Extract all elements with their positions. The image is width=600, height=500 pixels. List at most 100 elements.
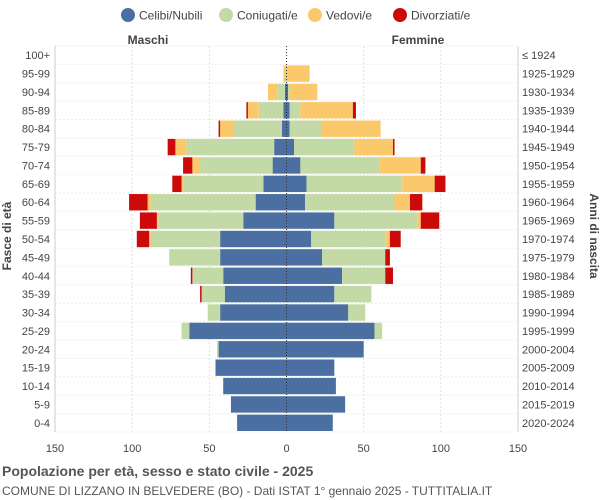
y-axis-label-left: Fasce di età <box>0 201 14 270</box>
bar-female-coniugati <box>305 194 395 211</box>
bar-male-celibi <box>218 341 287 358</box>
chart-subtitle: COMUNE DI LIZZANO IN BELVEDERE (BO) - Da… <box>2 484 493 498</box>
bar-female-coniugati <box>289 102 301 119</box>
bar-male-vedovi <box>247 102 259 119</box>
bar-male-vedovi <box>220 120 235 137</box>
birth-year-label: 1985-1989 <box>522 289 575 301</box>
bar-male-divorziati <box>218 120 221 137</box>
bar-male-coniugati <box>217 341 219 358</box>
bar-female-celibi <box>286 175 307 193</box>
bar-male-celibi <box>220 230 287 248</box>
bar-female-celibi <box>286 249 322 266</box>
age-group-label: 5-9 <box>34 399 50 411</box>
bar-female-divorziati <box>352 102 356 119</box>
age-group-label: 0-4 <box>34 418 50 430</box>
bar-female-vedovi <box>417 212 421 229</box>
chart-title: Popolazione per età, sesso e stato civil… <box>2 463 314 479</box>
bar-female-divorziati <box>389 230 401 248</box>
legend-label-coniugati: Coniugati/e <box>237 9 298 23</box>
bar-male-celibi <box>283 102 287 119</box>
bar-female-celibi <box>286 157 301 174</box>
bar-male-celibi <box>223 377 287 395</box>
legend-marker-divorziati <box>393 8 407 22</box>
birth-year-axis: ≤ 1924 1925-1929 1930-1934 1935-1939 1940-19… <box>522 50 575 430</box>
bar-male-celibi <box>220 249 287 266</box>
bar-male-celibi <box>223 267 287 284</box>
birth-year-label: 1970-1974 <box>522 234 575 246</box>
bar-female-celibi <box>286 396 346 413</box>
bar-male-coniugati <box>201 285 225 303</box>
age-group-label: 80-84 <box>22 124 50 136</box>
bar-female-coniugati <box>300 157 380 174</box>
bar-male-coniugati <box>186 138 275 156</box>
birth-year-label: 1940-1944 <box>522 124 575 136</box>
age-group-label: 55-59 <box>22 216 50 228</box>
bar-male-celibi <box>263 175 287 193</box>
legend-label-vedovi: Vedovi/e <box>326 9 372 23</box>
bar-female-vedovi <box>289 83 318 101</box>
bar-female-divorziati <box>434 175 446 193</box>
bar-female-celibi <box>286 359 335 376</box>
bar-male-celibi <box>230 396 287 413</box>
bar-female-coniugati <box>311 230 386 248</box>
legend-label-divorziati: Divorziati/e <box>411 9 471 23</box>
bar-female-divorziati <box>420 212 440 229</box>
bar-female-celibi <box>286 230 312 248</box>
bar-female-coniugati <box>334 285 372 303</box>
bar-male-divorziati <box>190 267 193 284</box>
bar-male-divorziati <box>167 138 176 156</box>
bar-female-celibi <box>286 285 335 303</box>
bar-male-coniugati <box>200 157 273 174</box>
bar-female-divorziati <box>385 267 393 284</box>
bar-female-coniugati <box>374 322 383 340</box>
age-group-label: 60-64 <box>22 197 50 209</box>
bar-male-vedovi <box>175 138 187 156</box>
bar-female-celibi <box>286 377 336 395</box>
bar-female-coniugati <box>342 267 386 284</box>
bar-male-vedovi <box>283 65 285 82</box>
x-tick-label: 50 <box>358 443 370 455</box>
age-group-label: 75-79 <box>22 142 50 154</box>
bar-male-coniugati <box>284 65 287 82</box>
bar-female-vedovi <box>394 194 410 211</box>
birth-year-label: 1935-1939 <box>522 105 575 117</box>
x-tick-label: 50 <box>203 443 215 455</box>
bar-male-coniugati <box>277 83 285 101</box>
bar-female-divorziati <box>409 194 423 211</box>
bar-male-coniugati <box>150 230 221 248</box>
age-group-label: 30-34 <box>22 308 50 320</box>
bar-female-coniugati <box>334 212 418 229</box>
bar-male-divorziati <box>139 212 157 229</box>
bar-male-divorziati <box>129 194 148 211</box>
bar-male-celibi <box>189 322 287 340</box>
bar-male-coniugati <box>181 322 190 340</box>
legend-marker-coniugati <box>219 8 233 22</box>
birth-year-label: 2005-2009 <box>522 363 575 375</box>
bar-male-coniugati <box>258 102 284 119</box>
bar-male-coniugati <box>234 120 282 137</box>
bar-female-celibi <box>286 83 289 101</box>
bar-female-coniugati <box>348 304 366 321</box>
bar-male-coniugati <box>192 267 224 284</box>
bar-female-vedovi <box>300 102 353 119</box>
x-tick-label: 100 <box>123 443 141 455</box>
bar-female-divorziati <box>392 138 395 156</box>
bar-male-vedovi <box>156 212 159 229</box>
birth-year-label: 1975-1979 <box>522 252 575 264</box>
birth-year-label: 1950-1954 <box>522 160 575 172</box>
bar-female-celibi <box>286 322 375 340</box>
chart-bars <box>54 46 519 432</box>
age-group-label: 65-69 <box>22 179 50 191</box>
chart-legend: Celibi/Nubili Coniugati/e Vedovi/e Divorzia… <box>121 8 471 23</box>
bar-male-vedovi <box>192 157 201 174</box>
age-group-label: 70-74 <box>22 160 50 172</box>
legend-marker-celibi <box>121 8 135 22</box>
age-group-label: 90-94 <box>22 87 50 99</box>
bar-female-coniugati <box>306 175 403 193</box>
bar-male-divorziati <box>183 157 193 174</box>
bar-male-celibi <box>272 157 287 174</box>
bar-female-celibi <box>286 341 364 358</box>
legend-marker-vedovi <box>308 8 322 22</box>
bar-male-vedovi <box>147 194 151 211</box>
bar-male-coniugati <box>158 212 244 229</box>
